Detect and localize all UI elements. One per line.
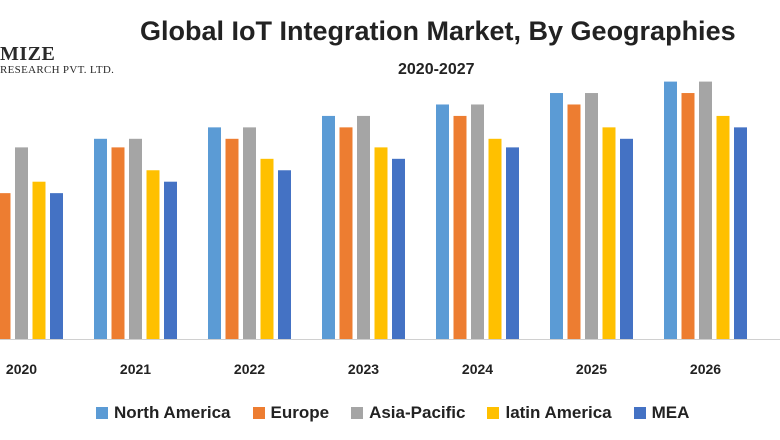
- bar-mea-2023: [392, 158, 405, 339]
- legend-label: MEA: [651, 403, 690, 422]
- bar-asia-pacific-2024: [471, 104, 484, 339]
- legend-item-latin-america: latin America: [487, 403, 612, 423]
- x-tick-label-2024: 2024: [462, 361, 493, 377]
- legend-label: North America: [114, 403, 231, 422]
- logo-subtitle: RESEARCH PVT. LTD.: [0, 64, 115, 76]
- x-tick-label-2025: 2025: [576, 361, 607, 377]
- bar-latin-america-2026: [716, 115, 730, 339]
- bar-europe-2020: [0, 193, 11, 339]
- legend-item-europe: Europe: [252, 403, 330, 423]
- bar-latin-america-2020: [32, 181, 46, 339]
- legend-item-mea: MEA: [633, 403, 690, 423]
- bar-europe-2023: [339, 127, 353, 339]
- legend-swatch: [96, 407, 108, 419]
- legend-label: Asia-Pacific: [369, 403, 466, 422]
- legend-label: latin America: [505, 403, 612, 422]
- bar-asia-pacific-2023: [357, 115, 370, 339]
- company-logo: MIZE RESEARCH PVT. LTD.: [0, 44, 114, 77]
- bar-latin-america-2021: [146, 170, 160, 339]
- bar-asia-pacific-2025: [585, 93, 598, 339]
- bar-mea-2025: [620, 138, 633, 339]
- bar-north-america-2021: [94, 138, 107, 339]
- x-tick-label-2020: 2020: [6, 361, 37, 377]
- bar-latin-america-2023: [374, 147, 388, 339]
- legend-item-north-america: North America: [96, 403, 231, 423]
- bar-europe-2026: [681, 93, 695, 339]
- legend-swatch: [351, 407, 364, 419]
- bar-mea-2020: [50, 193, 63, 339]
- x-tick-label-2022: 2022: [234, 361, 265, 377]
- bar-mea-2021: [164, 181, 177, 339]
- bar-asia-pacific-2020: [15, 147, 28, 339]
- bar-europe-2024: [453, 115, 467, 339]
- legend-label: Europe: [270, 403, 330, 422]
- legend-swatch: [633, 407, 646, 419]
- x-tick-label-2023: 2023: [348, 361, 379, 377]
- chart-title: Global IoT Integration Market, By Geogra…: [140, 16, 736, 46]
- bar-latin-america-2022: [260, 158, 274, 339]
- bar-north-america-2022: [208, 127, 221, 339]
- bar-north-america-2023: [322, 115, 335, 339]
- bar-europe-2022: [225, 138, 239, 339]
- bar-north-america-2025: [550, 93, 563, 339]
- legend-swatch: [252, 407, 265, 419]
- bar-latin-america-2025: [602, 127, 616, 339]
- bar-mea-2026: [734, 127, 747, 339]
- x-tick-label-2026: 2026: [690, 361, 721, 377]
- bar-latin-america-2024: [488, 138, 502, 339]
- bar-europe-2025: [567, 104, 581, 339]
- bar-asia-pacific-2022: [243, 127, 256, 339]
- chart-subtitle: 2020-2027: [398, 61, 475, 78]
- logo-brand: MIZE: [0, 43, 56, 65]
- bar-mea-2022: [278, 170, 291, 339]
- bar-north-america-2026: [664, 81, 677, 339]
- legend-item-asia-pacific: Asia-Pacific: [351, 403, 465, 423]
- bar-asia-pacific-2021: [129, 138, 142, 339]
- chart-legend: North America Europe Asia-Pacific latin Ame…: [96, 403, 689, 423]
- bar-north-america-2024: [436, 104, 449, 339]
- bar-mea-2024: [506, 147, 519, 339]
- x-tick-label-2021: 2021: [120, 361, 151, 377]
- bar-asia-pacific-2026: [699, 81, 712, 339]
- bar-europe-2021: [111, 147, 125, 339]
- legend-swatch: [487, 407, 500, 419]
